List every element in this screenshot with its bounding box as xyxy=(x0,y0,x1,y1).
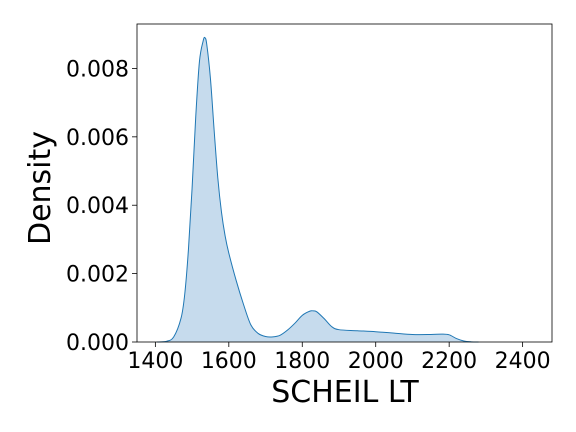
y-tick-label: 0.004 xyxy=(66,194,129,219)
y-tick-label: 0.002 xyxy=(66,263,129,288)
x-tick-label: 2200 xyxy=(421,349,477,374)
x-tick-label: 1400 xyxy=(127,349,183,374)
x-axis: 1400 1600 1800 2000 2200 2400 xyxy=(127,342,551,374)
plot-area xyxy=(157,36,479,343)
y-tick-label: 0.000 xyxy=(66,331,129,356)
x-tick-label: 2400 xyxy=(495,349,551,374)
density-fill-0 xyxy=(157,37,479,343)
y-tick-label: 0.006 xyxy=(66,126,129,151)
x-tick-label: 1600 xyxy=(201,349,257,374)
x-tick-label: 1800 xyxy=(274,349,330,374)
y-axis: 0.000 0.002 0.004 0.006 0.008 xyxy=(66,57,137,356)
y-axis-label: Density xyxy=(23,131,58,245)
x-axis-label: SCHEIL LT xyxy=(271,375,419,410)
plot-frame xyxy=(136,23,553,343)
density-line-0 xyxy=(157,36,479,343)
x-tick-label: 2000 xyxy=(348,349,404,374)
y-tick-label: 0.008 xyxy=(66,57,129,82)
